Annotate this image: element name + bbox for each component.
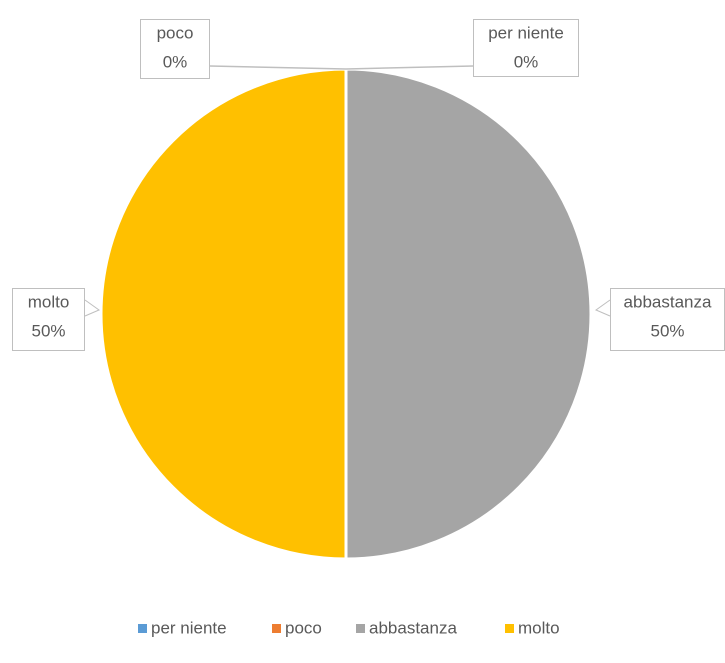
- leader-line: [345, 65, 474, 70]
- legend-label: poco: [285, 618, 322, 637]
- legend-swatch: [138, 624, 147, 633]
- legend-swatch: [505, 624, 514, 633]
- callout-pointer: [84, 299, 101, 317]
- callout-label: poco: [157, 23, 194, 42]
- callout-box: [12, 288, 85, 351]
- legend-swatch: [356, 624, 365, 633]
- callout-value: 50%: [31, 321, 65, 340]
- leader-line: [209, 65, 347, 70]
- callout-pointer: [594, 299, 611, 317]
- callout-value: 0%: [163, 52, 188, 71]
- callout-label: abbastanza: [624, 292, 712, 311]
- legend-swatch: [272, 624, 281, 633]
- legend-label: molto: [518, 618, 560, 637]
- callout-box: [140, 19, 210, 79]
- callout-value: 50%: [650, 321, 684, 340]
- legend-label: abbastanza: [369, 618, 457, 637]
- callout-value: 0%: [514, 52, 539, 71]
- legend-label: per niente: [151, 618, 227, 637]
- pie-slice: [99, 67, 348, 561]
- callout-label: molto: [28, 292, 70, 311]
- callout-box: [473, 19, 579, 77]
- pie-slice: [344, 67, 593, 561]
- callout-label: per niente: [488, 23, 564, 42]
